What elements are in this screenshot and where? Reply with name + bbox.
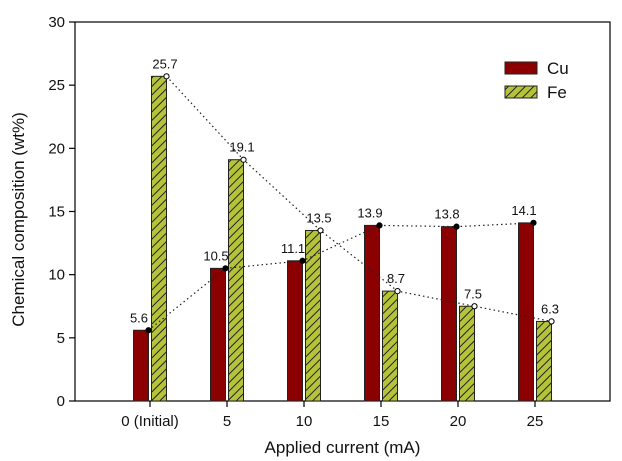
- data-label-fe-3: 8.7: [387, 271, 405, 286]
- marker-cu-2: [299, 257, 306, 264]
- data-label-fe-0: 25.7: [152, 56, 177, 71]
- marker-cu-5: [530, 219, 537, 226]
- bar-cu-0: [133, 329, 149, 402]
- data-label-fe-1: 19.1: [229, 140, 254, 155]
- legend: Cu Fe: [504, 59, 569, 102]
- bar-fe-3: [382, 290, 398, 402]
- marker-fe-3: [394, 287, 401, 295]
- marker-fe-0: [163, 73, 170, 80]
- y-tick-label: 15: [48, 204, 65, 221]
- legend-swatch-cu: [504, 61, 538, 75]
- trend-lines: [145, 73, 555, 334]
- y-tick-label: 0: [57, 393, 65, 410]
- data-label-fe-2: 13.5: [306, 210, 331, 225]
- data-labels: 5.6 10.5 11.1 13.9 13.8 14.1 25.7 19.1 13.5 8.7 7.…: [130, 56, 559, 325]
- trend-line-fe: [166, 75, 552, 322]
- data-label-cu-1: 10.5: [203, 248, 228, 263]
- trend-line-cu: [148, 222, 534, 331]
- bar-cu-4: [441, 226, 457, 402]
- x-tick-label: 10: [296, 413, 313, 430]
- marker-fe-1: [240, 156, 247, 163]
- y-axis-title: Chemical composition (wt%): [9, 112, 28, 326]
- marker-fe-5: [548, 318, 555, 325]
- bar-cu-1: [210, 267, 226, 402]
- marker-cu-0: [145, 327, 152, 334]
- marker-cu-4: [453, 223, 460, 230]
- y-tick-label: 25: [48, 77, 65, 94]
- data-label-fe-4: 7.5: [464, 286, 482, 301]
- data-label-cu-2: 11.1: [281, 241, 305, 256]
- legend-label-fe: Fe: [547, 83, 567, 102]
- data-label-cu-0: 5.6: [130, 310, 148, 325]
- bar-cu-2: [287, 260, 303, 402]
- marker-fe-2: [317, 227, 324, 234]
- bar-fe-1: [228, 159, 244, 402]
- x-tick-label: 5: [223, 413, 231, 430]
- bar-fe-2: [305, 229, 321, 402]
- data-label-cu-4: 13.8: [434, 207, 459, 222]
- x-tick-label: 0 (Initial): [121, 413, 179, 430]
- x-axis-title: Applied current (mA): [265, 438, 421, 457]
- bar-fe-0: [151, 75, 167, 402]
- y-tick-label: 20: [48, 140, 65, 157]
- bar-cu-5: [518, 222, 534, 402]
- y-tick-label: 5: [57, 330, 65, 347]
- axes: 0 5 10 15 20 25 30 0 (Initial) 5 10 15 20 25: [48, 14, 611, 430]
- bar-cu-3: [364, 224, 380, 402]
- legend-label-cu: Cu: [547, 59, 569, 78]
- marker-cu-1: [222, 265, 229, 272]
- x-tick-label: 20: [450, 413, 467, 430]
- x-tick-label: 25: [527, 413, 544, 430]
- y-tick-label: 30: [48, 14, 65, 31]
- y-tick-label: 10: [48, 267, 65, 284]
- bar-fe-5: [536, 320, 552, 402]
- x-tick-label: 15: [373, 413, 390, 430]
- marker-cu-3: [376, 222, 383, 229]
- legend-swatch-fe: [504, 85, 538, 99]
- data-label-cu-3: 13.9: [357, 205, 382, 220]
- data-label-cu-5: 14.1: [511, 203, 536, 218]
- bars: [133, 75, 552, 402]
- marker-fe-4: [471, 303, 478, 310]
- data-label-fe-5: 6.3: [541, 301, 559, 316]
- bar-fe-4: [459, 305, 475, 402]
